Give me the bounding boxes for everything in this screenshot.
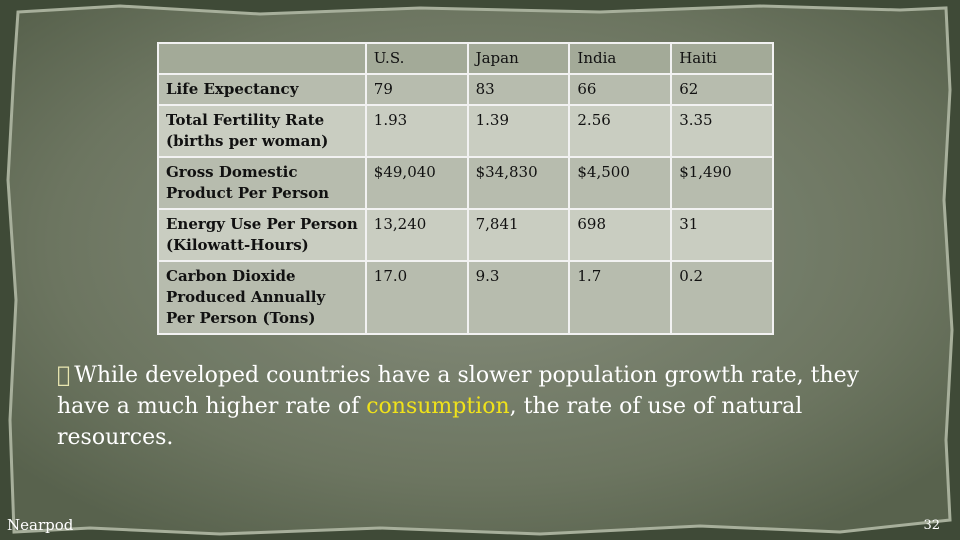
table-cell: 2.56 [568,104,673,158]
table-row-carbon-dioxide: Carbon Dioxide Produced Annually Per Per… [157,260,774,335]
bullet-marker:   [57,363,71,388]
table-row-gdp: Gross Domestic Product Per Person $49,04… [157,156,774,210]
header-cell-japan: Japan [466,42,571,75]
row-label: Carbon Dioxide Produced Annually Per Per… [157,260,367,335]
row-label: Life Expectancy [157,73,367,106]
slide-number: 32 [923,518,940,533]
table-cell: 7,841 [466,208,571,262]
table-cell: 79 [364,73,469,106]
row-label: Energy Use Per Person (Kilowatt-Hours) [157,208,367,262]
table-header-row: U.S. Japan India Haiti [157,42,774,75]
table-cell: 1.39 [466,104,571,158]
header-cell-india: India [568,42,673,75]
table-row-energy-use: Energy Use Per Person (Kilowatt-Hours) 1… [157,208,774,262]
table-cell: 9.3 [466,260,571,335]
table-row-fertility-rate: Total Fertility Rate (births per woman) … [157,104,774,158]
table-row-life-expectancy: Life Expectancy 79 83 66 62 [157,73,774,106]
country-comparison-table-container: U.S. Japan India Haiti Life Expectancy 7… [157,42,774,335]
table-cell: 83 [466,73,571,106]
table-cell: 0.2 [670,260,774,335]
table-cell: 17.0 [364,260,469,335]
row-label: Gross Domestic Product Per Person [157,156,367,210]
highlighted-term: consumption [366,394,510,419]
header-cell-us: U.S. [364,42,469,75]
header-cell-haiti: Haiti [670,42,774,75]
bullet-text-end: , the rate of use of natural resources. [57,394,803,450]
table-cell: 66 [568,73,673,106]
table-cell: $4,500 [568,156,673,210]
nearpod-brand: Nearpod [7,516,74,534]
row-label: Total Fertility Rate (births per woman) [157,104,367,158]
table-cell: $49,040 [364,156,469,210]
table-cell: 31 [670,208,774,262]
table-cell: 1.7 [568,260,673,335]
table-cell: $34,830 [466,156,571,210]
table-cell: 13,240 [364,208,469,262]
table-cell: 3.35 [670,104,774,158]
header-cell-blank [157,42,367,75]
country-comparison-table: U.S. Japan India Haiti Life Expectancy 7… [157,42,774,335]
bullet-text-start: While developed countries have a slower … [57,363,860,419]
bullet-point:   While developed countries have a slower… [57,360,887,453]
table-cell: 62 [670,73,774,106]
table-cell: 1.93 [364,104,469,158]
table-cell: 698 [568,208,673,262]
table-cell: $1,490 [670,156,774,210]
